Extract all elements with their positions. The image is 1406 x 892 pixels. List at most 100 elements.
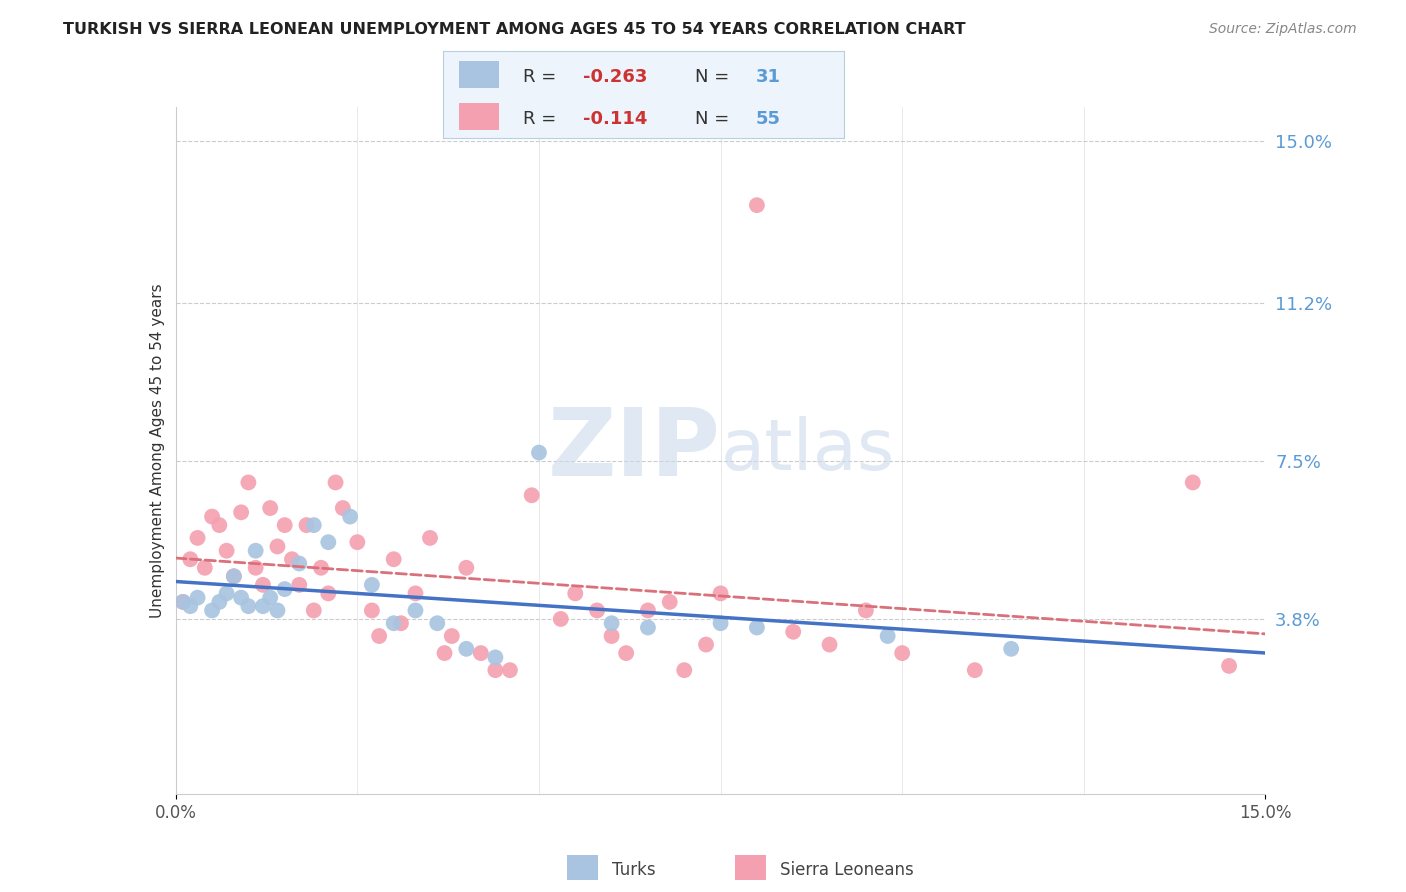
Point (382, 552, 405, 566)
Point (252, 578, 274, 592)
Point (295, 518, 318, 533)
Text: -0.263: -0.263 (583, 68, 648, 86)
Point (194, 561, 217, 575)
Point (346, 535, 368, 549)
Point (456, 641, 478, 656)
Y-axis label: Unemployment Among Ages 45 to 54 years: Unemployment Among Ages 45 to 54 years (149, 283, 165, 618)
Point (470, 646, 492, 660)
Point (208, 595, 231, 609)
Point (600, 629, 623, 643)
Point (745, 620, 768, 634)
Point (201, 603, 224, 617)
Point (782, 624, 804, 639)
Text: ZIP: ZIP (548, 404, 721, 497)
Point (266, 603, 288, 617)
Point (339, 509, 361, 524)
Point (600, 616, 623, 631)
FancyBboxPatch shape (458, 62, 499, 87)
Point (426, 616, 449, 631)
Point (288, 557, 311, 571)
Bar (567, 855, 598, 880)
FancyBboxPatch shape (458, 103, 499, 129)
Point (963, 663, 986, 677)
Point (419, 531, 441, 545)
Text: R =: R = (523, 110, 557, 128)
Point (1181, 475, 1204, 490)
Point (1000, 641, 1022, 656)
Point (614, 646, 637, 660)
Text: Sierra Leoneans: Sierra Leoneans (780, 861, 914, 879)
Point (876, 629, 898, 643)
Text: Turks: Turks (612, 861, 655, 879)
Point (309, 561, 332, 575)
Text: TURKISH VS SIERRA LEONEAN UNEMPLOYMENT AMONG AGES 45 TO 54 YEARS CORRELATION CHA: TURKISH VS SIERRA LEONEAN UNEMPLOYMENT A… (63, 22, 966, 37)
Text: Source: ZipAtlas.com: Source: ZipAtlas.com (1209, 22, 1357, 37)
Point (673, 663, 696, 677)
Point (208, 518, 231, 533)
Text: atlas: atlas (721, 416, 896, 485)
Point (484, 650, 506, 665)
Point (259, 591, 281, 605)
Point (186, 531, 209, 545)
Point (238, 599, 260, 614)
Point (231, 591, 253, 605)
Point (637, 603, 659, 617)
Point (520, 488, 543, 502)
Point (325, 475, 347, 490)
Point (564, 586, 586, 600)
Point (252, 599, 274, 614)
Point (389, 616, 412, 631)
Text: N =: N = (696, 110, 730, 128)
Text: 31: 31 (755, 68, 780, 86)
Point (201, 509, 224, 524)
Point (818, 638, 841, 652)
Point (527, 445, 550, 459)
Point (637, 620, 659, 634)
Point (360, 578, 382, 592)
Bar (735, 855, 766, 880)
Point (274, 518, 297, 533)
Point (179, 552, 201, 566)
Text: 55: 55 (755, 110, 780, 128)
Point (710, 586, 733, 600)
Point (855, 603, 877, 617)
Point (405, 586, 427, 600)
Point (332, 501, 354, 516)
Point (222, 569, 245, 583)
Point (550, 612, 572, 626)
Point (658, 595, 681, 609)
Point (433, 646, 456, 660)
Point (695, 638, 717, 652)
Point (1218, 659, 1240, 673)
Point (222, 569, 245, 583)
Point (245, 561, 267, 575)
Point (456, 561, 478, 575)
Point (891, 646, 914, 660)
Point (288, 578, 311, 592)
Point (302, 603, 325, 617)
Point (318, 535, 340, 549)
Point (499, 663, 522, 677)
Point (360, 603, 382, 617)
Point (710, 616, 733, 631)
Point (281, 552, 304, 566)
Point (238, 475, 260, 490)
Point (172, 595, 194, 609)
Point (484, 663, 506, 677)
Point (440, 629, 463, 643)
Text: N =: N = (696, 68, 730, 86)
Point (368, 629, 391, 643)
Point (586, 603, 609, 617)
Point (179, 599, 201, 614)
Point (245, 543, 267, 558)
Point (274, 582, 297, 596)
Point (302, 518, 325, 533)
Point (382, 616, 405, 631)
Point (259, 501, 281, 516)
Point (266, 540, 288, 554)
Text: -0.114: -0.114 (583, 110, 648, 128)
Point (172, 595, 194, 609)
Point (215, 586, 238, 600)
Point (186, 591, 209, 605)
Point (231, 505, 253, 519)
